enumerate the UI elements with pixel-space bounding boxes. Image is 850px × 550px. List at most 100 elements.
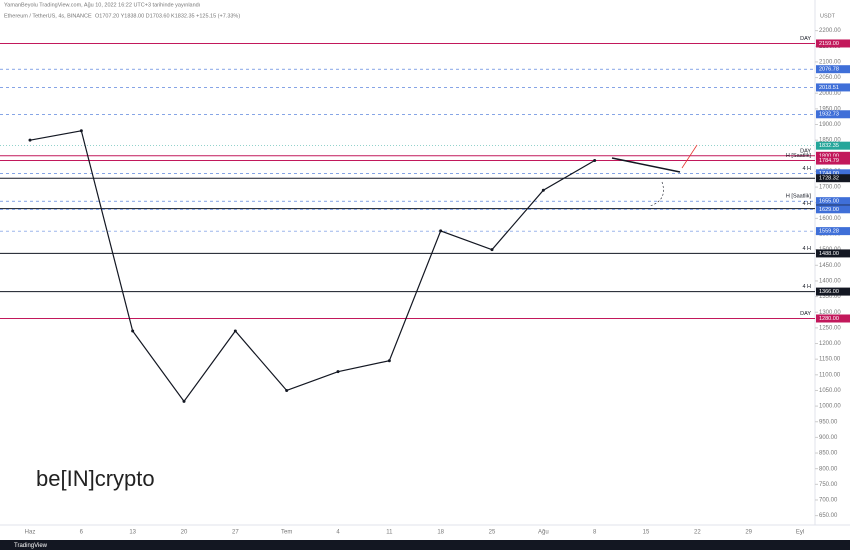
x-tick-label: Haz bbox=[25, 530, 36, 536]
y-tick-label: 650.00 bbox=[819, 513, 838, 519]
level-label: 2159.00 bbox=[819, 41, 839, 47]
price-point bbox=[182, 399, 186, 403]
x-tick-label: 6 bbox=[80, 530, 84, 536]
level-label: 1744.00 bbox=[819, 171, 839, 177]
level-label: 1932.73 bbox=[819, 112, 839, 118]
level-tag-box bbox=[816, 151, 850, 160]
y-tick-label: 1150.00 bbox=[819, 357, 841, 363]
price-point bbox=[593, 158, 597, 162]
level-tag: DAY bbox=[800, 148, 811, 154]
y-tick-label: 1000.00 bbox=[819, 404, 841, 410]
watermark: be[IN]crypto bbox=[36, 466, 155, 491]
level-tag-box bbox=[816, 197, 850, 206]
level-tag-box bbox=[816, 205, 850, 214]
level-tag-box bbox=[816, 39, 850, 48]
current-price-box bbox=[816, 141, 850, 150]
trendline bbox=[611, 157, 681, 173]
level-tag: H [Saatlik] bbox=[786, 194, 812, 200]
y-tick-label: 1250.00 bbox=[819, 325, 841, 331]
x-tick-label: 8 bbox=[593, 530, 597, 536]
x-tick-label: 18 bbox=[437, 530, 444, 536]
y-tick-label: 1700.00 bbox=[819, 185, 841, 191]
x-tick-label: 20 bbox=[181, 530, 188, 536]
footer-bar bbox=[0, 540, 850, 550]
footer: TradingView bbox=[14, 543, 48, 549]
x-tick-label: 15 bbox=[643, 530, 650, 536]
level-tag: 4 H bbox=[802, 166, 811, 172]
y-tick-label: 2100.00 bbox=[819, 60, 841, 66]
y-tick-label: 1100.00 bbox=[819, 372, 841, 378]
level-tag: 4 H bbox=[802, 246, 811, 252]
level-label: 2076.78 bbox=[819, 67, 839, 73]
level-label: 1800.00 bbox=[819, 153, 839, 159]
level-tag-box bbox=[816, 314, 850, 323]
level-label: 1280.00 bbox=[819, 316, 839, 322]
y-tick-label: 1950.00 bbox=[819, 106, 841, 112]
price-point bbox=[387, 359, 391, 363]
y-tick-label: 2000.00 bbox=[819, 91, 841, 97]
y-tick-label: 1300.00 bbox=[819, 310, 841, 316]
current-price-label: 1832.35 bbox=[819, 143, 839, 149]
x-tick-label: 11 bbox=[386, 530, 393, 536]
level-tag-box bbox=[816, 227, 850, 236]
level-tag-box bbox=[816, 110, 850, 119]
x-tick-label: 27 bbox=[232, 530, 239, 536]
level-tag: 4 H bbox=[802, 201, 811, 207]
price-point bbox=[490, 248, 494, 252]
y-tick-label: 1450.00 bbox=[819, 263, 841, 269]
price-point bbox=[233, 329, 237, 333]
y-tick-label: 1600.00 bbox=[819, 216, 841, 222]
level-tag: DAY bbox=[800, 36, 811, 42]
header: YamanBeyolu TradingView.com, Ağu 10, 202… bbox=[4, 2, 200, 8]
y-tick-label: 1900.00 bbox=[819, 122, 841, 128]
y-tick-label: 1200.00 bbox=[819, 341, 841, 347]
y-tick-label: 2050.00 bbox=[819, 75, 841, 81]
level-tag: H [Saatlik] bbox=[786, 153, 812, 159]
price-point bbox=[336, 370, 340, 374]
level-label: 1728.32 bbox=[819, 176, 839, 182]
level-label: 2018.51 bbox=[819, 85, 839, 91]
level-label: 1629.00 bbox=[819, 207, 839, 213]
level-tag-box bbox=[816, 174, 850, 183]
level-tag-box bbox=[816, 249, 850, 258]
price-point bbox=[131, 329, 135, 333]
x-tick-label: 25 bbox=[489, 530, 496, 536]
price-point bbox=[79, 129, 83, 133]
x-tick-label: Eyl bbox=[796, 530, 804, 536]
level-label: 1559.28 bbox=[819, 229, 839, 235]
price-point bbox=[285, 388, 289, 392]
x-tick-label: 29 bbox=[745, 530, 752, 536]
x-tick-label: 22 bbox=[694, 530, 701, 536]
level-label: 1366.00 bbox=[819, 289, 839, 295]
price-point bbox=[439, 229, 443, 233]
y-tick-label: 850.00 bbox=[819, 451, 838, 457]
level-tag-box bbox=[816, 83, 850, 92]
level-tag: 4 H bbox=[802, 284, 811, 290]
y-tick-label: 1400.00 bbox=[819, 279, 841, 285]
y-tick-label: 2200.00 bbox=[819, 28, 841, 34]
x-tick-label: Ağu bbox=[538, 530, 549, 536]
chart-title: Ethereum / TetherUS, 4s, BINANCE bbox=[4, 13, 92, 19]
x-tick-label: 13 bbox=[129, 530, 136, 536]
price-point bbox=[28, 138, 32, 142]
level-tag: DAY bbox=[800, 311, 811, 317]
level-tag-box bbox=[816, 65, 850, 74]
price-line bbox=[29, 130, 595, 403]
level-label: 1488.00 bbox=[819, 251, 839, 257]
y-tick-label: 900.00 bbox=[819, 435, 838, 441]
price-point bbox=[541, 188, 545, 192]
level-tag-box bbox=[816, 169, 850, 178]
level-tag-box bbox=[816, 287, 850, 296]
y-unit: USDT bbox=[820, 13, 836, 19]
y-tick-label: 1350.00 bbox=[819, 294, 841, 300]
arrow bbox=[681, 144, 698, 169]
y-tick-label: 800.00 bbox=[819, 466, 838, 472]
ohlc: O1707.20 Y1838.00 D1703.60 K1832.35 +125… bbox=[95, 13, 240, 19]
x-tick-label: Tem bbox=[281, 530, 292, 536]
y-tick-label: 750.00 bbox=[819, 482, 838, 488]
y-tick-label: 950.00 bbox=[819, 419, 838, 425]
y-tick-label: 1050.00 bbox=[819, 388, 841, 394]
y-tick-label: 1850.00 bbox=[819, 138, 841, 144]
y-tick-label: 700.00 bbox=[819, 498, 838, 504]
